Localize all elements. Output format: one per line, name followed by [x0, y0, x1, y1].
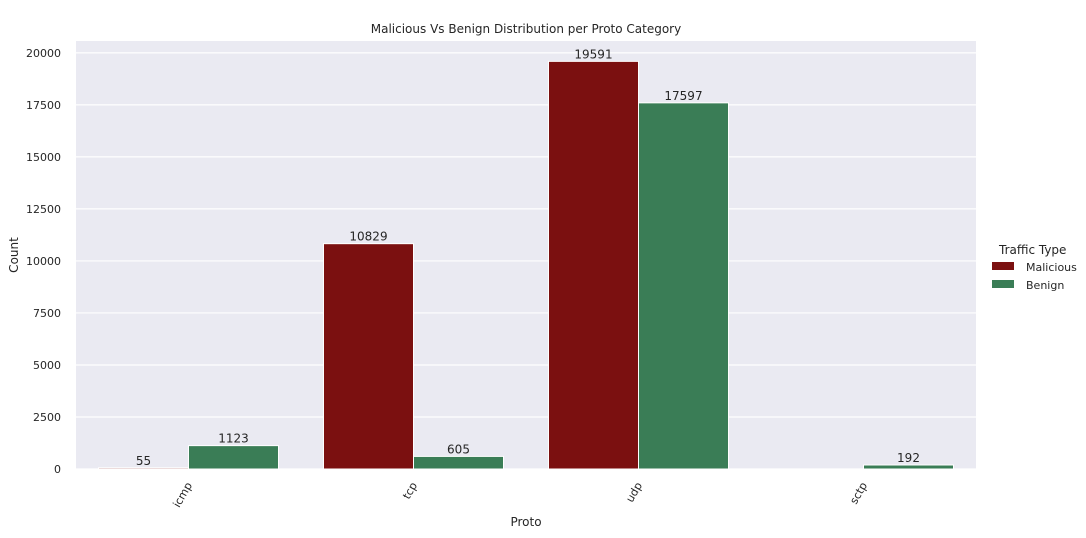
plot-area: [76, 41, 976, 469]
legend: Traffic Type Malicious Benign: [992, 243, 1077, 292]
legend-swatch-benign: [992, 280, 1014, 288]
legend-label-malicious: Malicious: [1026, 261, 1077, 274]
x-tick-label: sctp: [847, 480, 870, 506]
x-tick-label: tcp: [400, 480, 420, 502]
bar-benign-tcp: [413, 455, 504, 470]
bar-malicious-icmp: [98, 467, 189, 470]
x-tick-label: udp: [623, 480, 645, 505]
bar-value-label: 1123: [218, 432, 249, 446]
y-tick-label: 12500: [26, 203, 61, 216]
bar-malicious-udp: [548, 60, 639, 470]
bars: [98, 60, 954, 470]
y-tick-label: 5000: [33, 359, 61, 372]
y-tick-label: 2500: [33, 411, 61, 424]
bar-value-label: 55: [136, 454, 151, 468]
bar-value-label: 10829: [349, 230, 387, 244]
y-tick-label: 15000: [26, 151, 61, 164]
y-tick-labels: 0 2500 5000 7500 10000 12500 15000 17500 20000: [26, 47, 61, 476]
x-tick-label: icmp: [170, 480, 195, 510]
bar-malicious-tcp: [323, 243, 414, 470]
y-tick-label: 7500: [33, 307, 61, 320]
y-tick-label: 17500: [26, 99, 61, 112]
y-tick-label: 20000: [26, 47, 61, 60]
bar-benign-sctp: [863, 464, 954, 470]
y-tick-label: 0: [54, 463, 61, 476]
legend-swatch-malicious: [992, 262, 1014, 270]
bar-benign-udp: [638, 102, 729, 470]
bar-value-label: 17597: [664, 89, 702, 103]
legend-label-benign: Benign: [1026, 279, 1064, 292]
bar-value-labels: 55 1123 10829 605 19591 17597 192: [136, 47, 920, 467]
bar-benign-icmp: [188, 445, 279, 470]
bar-value-label: 192: [897, 451, 920, 465]
chart-title: Malicious Vs Benign Distribution per Pro…: [371, 22, 681, 36]
bar-value-label: 605: [447, 442, 470, 456]
y-axis-label: Count: [7, 237, 21, 273]
bar-value-label: 19591: [574, 47, 612, 61]
y-tick-label: 10000: [26, 255, 61, 268]
x-axis-label: Proto: [510, 515, 541, 529]
legend-title: Traffic Type: [998, 243, 1066, 257]
x-tick-labels: icmp tcp udp sctp: [170, 480, 870, 510]
